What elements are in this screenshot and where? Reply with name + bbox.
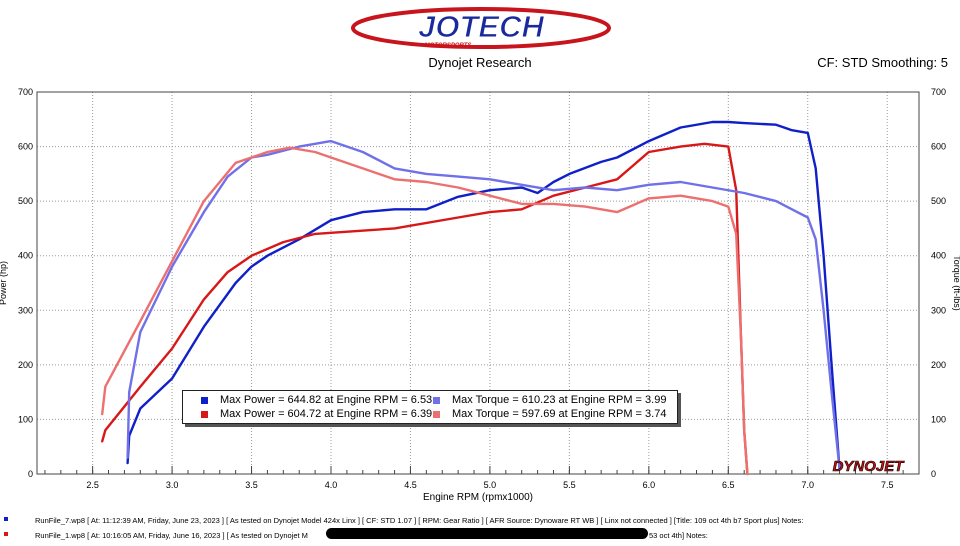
y-tick-label-right: 500 [931,196,946,206]
legend-item-red-torque: Max Torque = 597.69 at Engine RPM = 3.74 [433,408,666,420]
series-line-1 [126,120,841,470]
logo-subtext: MOTORSPORTS [425,43,472,49]
legend-label: Max Power = 644.82 at Engine RPM = 6.53 [220,394,433,406]
y-tick-label-right: 700 [931,87,946,97]
x-tick-label: 3.5 [245,480,258,490]
plot-frame [36,91,920,475]
legend-swatch [433,396,440,404]
x-tick-label: 6.0 [643,480,656,490]
x-axis-label: Engine RPM (rpmx1000) [423,492,533,503]
y-tick-label-right: 0 [931,469,936,479]
legend: Max Power = 644.82 at Engine RPM = 6.53 … [182,390,678,424]
chart-series [100,120,841,476]
legend-label: Max Torque = 597.69 at Engine RPM = 3.74 [452,408,667,420]
x-tick-label: 2.5 [86,480,99,490]
legend-swatch [433,410,440,418]
x-tick-label: 7.5 [881,480,894,490]
legend-item-blue-power: Max Power = 644.82 at Engine RPM = 6.53 [201,394,432,406]
y-tick-label-right: 400 [931,251,946,261]
y-tick-label-right: 100 [931,414,946,424]
y-tick-label-left: 700 [18,87,33,97]
chart-axes: 0 0 100 100 200 200 300 300 400 400 500 500 600 600 70… [18,87,946,490]
redaction-bar [326,528,648,539]
y-tick-label-left: 100 [18,414,33,424]
y-axis-label-left: Power (hp) [0,261,8,305]
series-line-3 [126,139,841,470]
y-tick-label-left: 500 [18,196,33,206]
legend-label: Max Torque = 610.23 at Engine RPM = 3.99 [452,394,667,406]
logo-wordmark: JOTECH [418,9,544,44]
y-tick-label-left: 300 [18,305,33,315]
run-info-line-2: RunFile_1.wp8 [ At: 10:16:05 AM, Friday,… [35,531,308,540]
x-tick-label: 5.5 [563,480,576,490]
x-tick-label: 5.0 [484,480,497,490]
legend-swatch [201,396,208,404]
dynojet-watermark: DYNOJET [833,458,906,475]
legend-label: Max Power = 604.72 at Engine RPM = 6.39 [220,408,433,420]
cf-smoothing-label: CF: STD Smoothing: 5 [817,55,948,70]
run-marker-blue [4,517,8,521]
x-tick-label: 4.5 [404,480,417,490]
y-tick-label-left: 600 [18,142,33,152]
run-marker-red [4,532,8,536]
y-tick-label-right: 200 [931,360,946,370]
jotech-logo: JOTECH MOTORSPORTS [351,7,611,49]
legend-item-blue-torque: Max Torque = 610.23 at Engine RPM = 3.99 [433,394,666,406]
y-tick-label-left: 200 [18,360,33,370]
run-info-line-2-tail: 53 oct 4th] Notes: [649,531,708,540]
x-tick-label: 4.0 [325,480,338,490]
chart-title: Dynojet Research [428,55,532,70]
y-tick-label-right: 300 [931,305,946,315]
legend-item-red-power: Max Power = 604.72 at Engine RPM = 6.39 [201,408,432,420]
y-tick-label-left: 400 [18,251,33,261]
x-tick-label: 7.0 [801,480,814,490]
series-line-2 [100,142,749,476]
x-tick-label: 6.5 [722,480,735,490]
y-tick-label-left: 0 [28,469,33,479]
y-tick-label-right: 600 [931,142,946,152]
run-info-line-1: RunFile_7.wp8 [ At: 11:12:39 AM, Friday,… [35,516,804,525]
legend-swatch [201,410,208,418]
x-tick-label: 3.0 [166,480,179,490]
y-axis-label-right: Torque (ft-lbs) [952,255,960,311]
series-line-4 [100,146,749,476]
